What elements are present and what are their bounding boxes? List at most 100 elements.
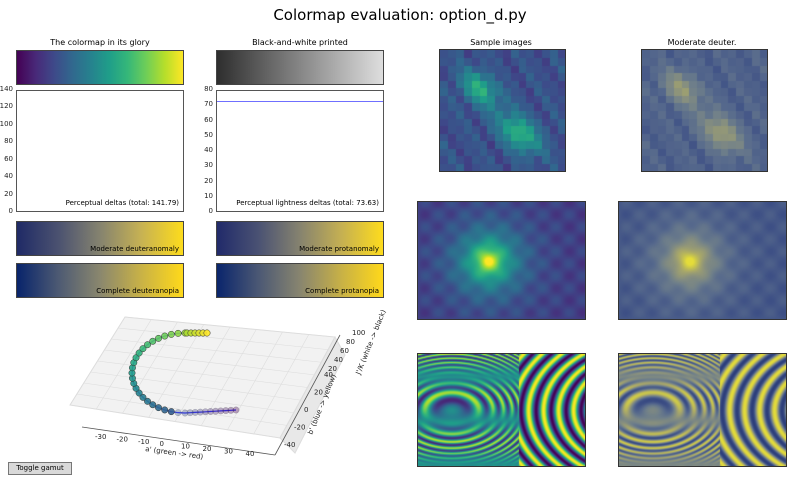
y-axis-line [274,334,341,456]
deuter-image-radial [618,201,787,320]
lightness-line [217,100,383,102]
grid-line [227,331,283,430]
y-tick-label: 80 [4,137,13,146]
y-tick-label: 100 [0,119,13,128]
trajectory-point [196,408,204,416]
grid-line [124,316,336,338]
trajectory-point [186,409,194,417]
deuter-label: Moderate deuter. [667,38,737,47]
z-tick-label: 20 [328,365,337,373]
trajectory-point [139,345,147,353]
trajectory-point [149,401,157,409]
y-tick-label: 30 [204,161,213,170]
x-tick-label: 40 [246,450,255,458]
grayscale-bar [216,50,384,85]
bw-label: Black-and-white printed [252,38,348,47]
deuteranomaly-label: Moderate deuteranomaly [90,245,179,253]
x-tick-label: 20 [203,445,212,453]
trajectory-point [149,337,157,345]
y-tick-label: 80 [204,85,213,93]
trajectory-point [144,397,151,405]
trajectory-point [217,407,225,415]
trajectory-point [161,406,169,414]
y-tick-label: 0 [8,207,13,215]
z-tick-label: 100 [352,329,365,337]
y-tick-label: 10 [204,191,213,200]
protanopia-bar: Complete protanopia [216,263,384,298]
perceptual-deltas-annotation: Perceptual deltas (total: 141.79) [65,199,179,207]
colormap-bar [16,50,184,85]
trajectory-point [155,404,162,412]
lightness-deltas-annotation: Perceptual lightness deltas (total: 73.6… [236,199,379,207]
z-tick-label: 60 [340,347,349,355]
sample-label: Sample images [470,38,532,47]
sample-image-noise [439,49,566,172]
grid-line [200,329,257,426]
grid-line [253,334,310,435]
z-axis-label: J'/K (white -> black) [354,308,388,376]
trajectory-point [167,330,175,338]
deuteranopia-bar: Complete deuteranopia [16,263,184,298]
trajectory-point [207,408,214,415]
y-tick-label: 20 [4,189,13,198]
y-tick-label: 60 [204,115,213,124]
x-tick-label: 0 [160,440,164,448]
y-tick-label: -20 [294,424,305,432]
y-tick-label: 20 [314,389,323,397]
grid-line [118,327,329,350]
trajectory-point [232,406,240,414]
trajectory-point [181,409,189,417]
lightness-deltas-plot: Perceptual lightness deltas (total: 73.6… [216,90,384,212]
x-axis-label: a' (green -> red) [145,445,204,460]
sample-image-waves [417,353,586,467]
y-tick-label: 50 [204,130,213,139]
protanomaly-label: Moderate protanomaly [299,245,379,253]
trajectory-point [203,329,211,337]
trajectory-point [191,408,199,416]
trajectory-point [212,407,220,415]
z-tick-label: 40 [334,356,343,364]
x-tick-label: -30 [95,433,106,441]
y-tick-label: 20 [204,176,213,185]
x-tick-label: 30 [224,447,233,455]
toggle-gamut-button[interactable]: Toggle gamut [8,462,72,475]
y-tick-label: -40 [284,441,295,449]
x-tick-label: -20 [117,435,128,443]
protanomaly-bar: Moderate protanomaly [216,221,384,256]
trajectory-point [135,349,143,357]
gamut-3d-plot[interactable]: -30 -20 -10 0 10 20 30 40-40-200204020406080100… [0,305,400,460]
trajectory-point [174,409,182,417]
perceptual-deltas-plot: Perceptual deltas (total: 141.79) [16,90,184,212]
y-tick-label: 0 [304,406,308,414]
y-tick-label: 120 [0,102,13,111]
glory-label: The colormap in its glory [50,38,150,47]
trajectory-point [227,406,235,414]
x-tick-label: 10 [181,443,190,451]
y-tick-label: 0 [208,207,213,215]
y-tick-label: 140 [0,85,13,93]
y-tick-label: 40 [4,172,13,181]
trajectory-point [167,408,175,416]
trajectory-point [222,407,230,415]
figure-title: Colormap evaluation: option_d.py [273,6,527,24]
grid-line [279,336,336,439]
trajectory-point [155,334,162,342]
y-tick-label: 40 [204,146,213,154]
trajectory-point [139,393,147,401]
x-axis-line [81,426,276,456]
grid-line [174,326,231,422]
y-tick-label: 40 [324,371,333,379]
deuteranomaly-bar: Moderate deuteranomaly [16,221,184,256]
y-tick-label: 70 [204,100,213,109]
deuteranopia-label: Complete deuteranopia [96,287,179,295]
deuter-image-waves [618,353,787,467]
trajectory-point [161,332,169,340]
trajectory-point [174,329,182,337]
z-tick-label: 80 [346,338,355,346]
trajectory-point [201,408,209,416]
deuter-image-noise [641,49,768,172]
trajectory-point [144,341,151,349]
x-tick-label: -10 [138,438,149,446]
y-tick-label: 60 [4,154,13,163]
protanopia-label: Complete protanopia [305,287,379,295]
